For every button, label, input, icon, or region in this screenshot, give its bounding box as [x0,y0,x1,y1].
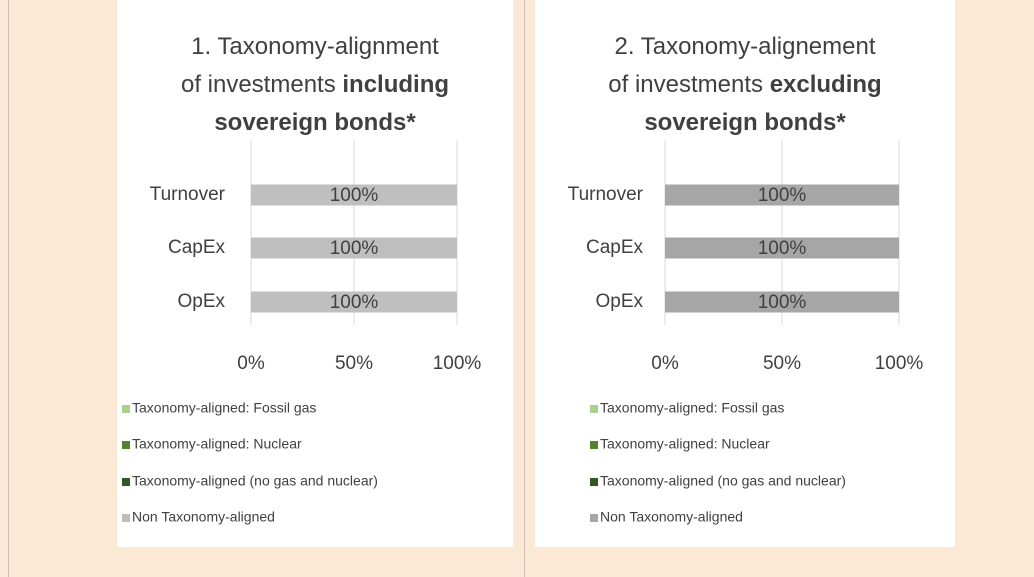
x-tick-label: 0% [651,353,679,374]
legend-swatch [590,514,598,522]
bar-segment [251,184,457,206]
legend-swatch [590,441,598,449]
bar-segment [251,237,457,259]
data-label: 100% [330,238,379,259]
data-label: 100% [330,185,379,206]
y-tick-label: OpEx [177,291,225,312]
legend-label: Taxonomy-aligned (no gas and nuclear) [132,473,378,489]
chart-panel [535,0,955,547]
bar-segment [665,291,899,313]
x-tick-label: 50% [335,353,373,374]
y-tick-label: Turnover [150,184,226,205]
data-label: 100% [758,238,807,259]
title-text: 1. Taxonomy-alignment of investments [180,33,439,98]
legend-swatch [122,405,130,413]
x-tick-label: 100% [433,353,482,374]
data-label: 100% [758,292,807,313]
legend-swatch [122,514,130,522]
legend-swatch [122,478,130,486]
legend-label: Taxonomy-aligned (no gas and nuclear) [600,473,846,489]
chart-title: 1. Taxonomy-alignment of investments inc… [179,28,451,142]
x-tick-label: 50% [763,353,801,374]
bar-segment [251,291,457,313]
x-tick-label: 100% [875,353,924,374]
title-bold: excluding sovereign bonds* [644,71,882,136]
y-tick-label: Turnover [568,184,644,205]
title-text: 2. Taxonomy-alignement of investments [608,33,876,98]
legend-swatch [590,405,598,413]
legend-label: Taxonomy-aligned: Nuclear [132,436,302,452]
y-tick-label: CapEx [168,237,226,258]
y-tick-label: CapEx [586,237,644,258]
title-bold: including sovereign bonds* [214,71,450,136]
chart-panel [117,0,513,547]
y-tick-label: OpEx [595,291,643,312]
x-tick-label: 0% [237,353,265,374]
legend-label: Non Taxonomy-aligned [132,509,275,525]
data-label: 100% [758,185,807,206]
legend-label: Non Taxonomy-aligned [600,509,743,525]
legend-swatch [122,441,130,449]
bar-segment [665,237,899,259]
chart-title: 2. Taxonomy-alignement of investments ex… [604,28,886,142]
bar-segment [665,184,899,206]
legend-label: Taxonomy-aligned: Fossil gas [600,400,784,416]
legend-label: Taxonomy-aligned: Fossil gas [132,400,316,416]
data-label: 100% [330,292,379,313]
legend-label: Taxonomy-aligned: Nuclear [600,436,770,452]
legend-swatch [590,478,598,486]
